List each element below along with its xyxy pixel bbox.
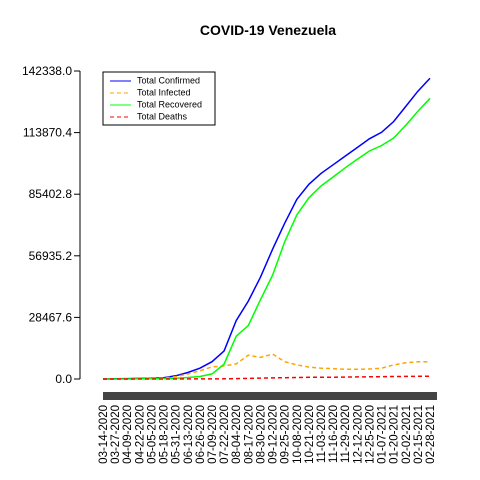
x-tick-label: 11-03-2020 — [316, 405, 328, 463]
x-tick-label: 08-30-2020 — [255, 405, 267, 464]
chart-title: COVID-19 Venezuela — [200, 22, 336, 38]
legend-label: Total Recovered — [137, 99, 202, 109]
x-tick-label: 01-20-2021 — [389, 405, 401, 464]
y-tick-label: 56935.2 — [29, 249, 73, 263]
legend-label: Total Confirmed — [137, 75, 200, 85]
x-tick-label: 07-09-2020 — [207, 405, 219, 464]
y-tick-label: 85402.8 — [29, 187, 73, 201]
x-tick-label: 08-04-2020 — [231, 405, 243, 464]
x-tick-label: 07-22-2020 — [219, 405, 231, 464]
x-tick-label: 06-26-2020 — [195, 405, 207, 464]
y-tick-label: 142338.0 — [22, 64, 72, 78]
x-tick-label: 02-15-2021 — [413, 405, 425, 464]
x-tick-label: 02-28-2021 — [425, 405, 437, 464]
x-tick-label: 05-05-2020 — [146, 405, 158, 464]
x-tick-label: 09-12-2020 — [268, 405, 280, 464]
x-tick-label: 10-21-2020 — [304, 405, 316, 464]
x-tick-label: 05-31-2020 — [171, 405, 183, 464]
x-tick-label: 08-17-2020 — [243, 405, 255, 464]
x-axis-rug — [103, 392, 437, 400]
series-line — [103, 375, 431, 380]
x-tick-label: 01-07-2021 — [377, 405, 389, 464]
x-tick-label: 12-12-2020 — [352, 405, 364, 464]
x-tick-label: 04-22-2020 — [134, 405, 146, 464]
x-tick-label: 06-13-2020 — [183, 405, 195, 464]
x-tick-label: 10-08-2020 — [292, 405, 304, 464]
x-tick-label: 03-27-2020 — [110, 405, 122, 464]
x-tick-label: 02-02-2021 — [401, 405, 413, 464]
x-tick-label: 09-25-2020 — [280, 405, 292, 464]
y-tick-label: 28467.6 — [29, 310, 73, 324]
x-tick-label: 05-18-2020 — [159, 405, 171, 464]
x-tick-label: 04-09-2020 — [122, 405, 134, 464]
legend-label: Total Infected — [137, 87, 191, 97]
x-tick-label: 12-25-2020 — [364, 405, 376, 464]
series-line — [103, 97, 431, 380]
x-tick-label: 11-16-2020 — [328, 405, 340, 463]
legend-label: Total Deaths — [137, 111, 188, 121]
series-line — [102, 353, 430, 380]
y-tick-label: 113870.4 — [23, 126, 72, 140]
x-tick-label: 11-29-2020 — [340, 405, 352, 463]
x-tick-label: 03-14-2020 — [98, 405, 110, 464]
y-tick-label: 0.0 — [55, 372, 72, 386]
